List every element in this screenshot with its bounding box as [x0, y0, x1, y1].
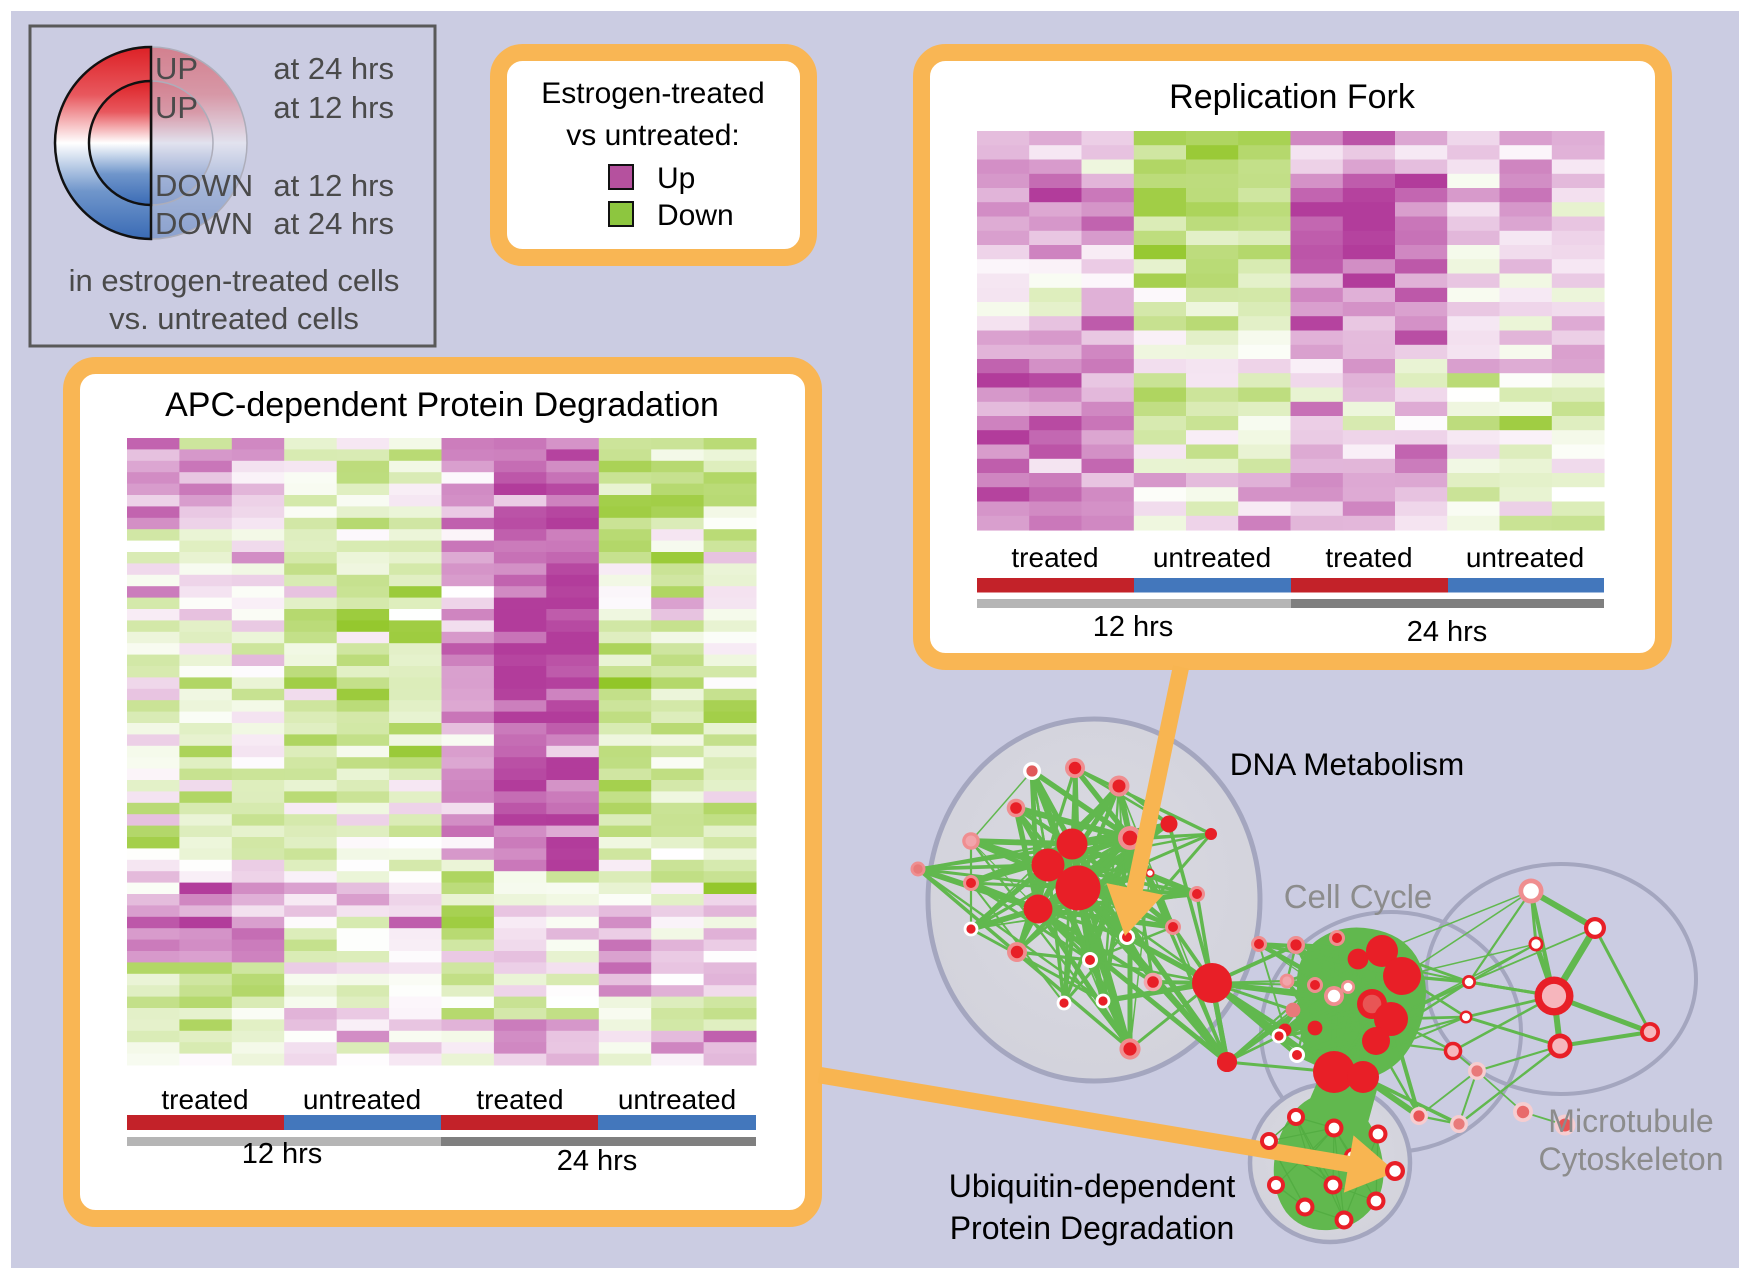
svg-text:treated: treated — [476, 1084, 563, 1115]
svg-text:APC-dependent Protein Degradat: APC-dependent Protein Degradation — [165, 386, 719, 424]
svg-text:at 12 hrs: at 12 hrs — [273, 168, 394, 203]
svg-text:Estrogen-treated: Estrogen-treated — [541, 77, 764, 110]
svg-text:at 12 hrs: at 12 hrs — [273, 90, 394, 125]
svg-text:untreated: untreated — [618, 1084, 736, 1115]
svg-text:Microtubule: Microtubule — [1548, 1103, 1713, 1139]
svg-text:Up: Up — [657, 162, 695, 195]
svg-text:Cytoskeleton: Cytoskeleton — [1539, 1141, 1724, 1177]
svg-text:Cell Cycle: Cell Cycle — [1284, 878, 1433, 915]
svg-text:in estrogen-treated cells: in estrogen-treated cells — [69, 263, 400, 298]
svg-text:treated: treated — [1011, 542, 1098, 573]
svg-text:at 24 hrs: at 24 hrs — [273, 51, 394, 86]
svg-text:Protein Degradation: Protein Degradation — [950, 1210, 1235, 1246]
svg-text:12 hrs: 12 hrs — [242, 1138, 323, 1170]
svg-text:untreated: untreated — [1466, 542, 1584, 573]
svg-text:vs untreated:: vs untreated: — [566, 119, 739, 152]
svg-text:DOWN: DOWN — [155, 168, 253, 203]
svg-text:Replication Fork: Replication Fork — [1169, 78, 1416, 116]
svg-text:24 hrs: 24 hrs — [557, 1145, 638, 1177]
svg-text:treated: treated — [161, 1084, 248, 1115]
svg-text:12 hrs: 12 hrs — [1093, 611, 1174, 643]
svg-text:Ubiquitin-dependent: Ubiquitin-dependent — [949, 1168, 1236, 1204]
svg-text:DOWN: DOWN — [155, 206, 253, 241]
svg-text:vs. untreated cells: vs. untreated cells — [109, 301, 359, 336]
svg-text:treated: treated — [1325, 542, 1412, 573]
svg-text:at 24 hrs: at 24 hrs — [273, 206, 394, 241]
svg-text:UP: UP — [155, 90, 198, 125]
svg-text:24 hrs: 24 hrs — [1407, 616, 1488, 648]
svg-text:untreated: untreated — [303, 1084, 421, 1115]
svg-text:Down: Down — [657, 199, 734, 232]
svg-text:DNA Metabolism: DNA Metabolism — [1230, 746, 1465, 782]
svg-text:UP: UP — [155, 51, 198, 86]
svg-text:untreated: untreated — [1153, 542, 1271, 573]
